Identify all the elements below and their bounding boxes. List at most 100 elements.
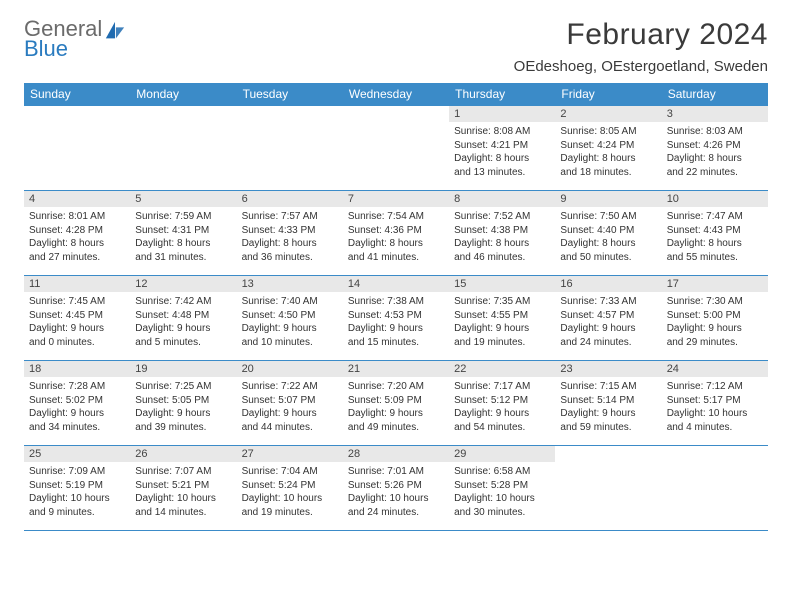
detail-line: Sunset: 5:14 PM bbox=[560, 394, 656, 408]
detail-line: Sunset: 5:24 PM bbox=[242, 479, 338, 493]
detail-line: Sunset: 5:02 PM bbox=[29, 394, 125, 408]
day-details: Sunrise: 7:25 AMSunset: 5:05 PMDaylight:… bbox=[130, 377, 236, 438]
day-details: Sunrise: 7:30 AMSunset: 5:00 PMDaylight:… bbox=[662, 292, 768, 353]
detail-line: Sunrise: 7:30 AM bbox=[667, 295, 763, 309]
page-header: General Blue February 2024 OEdeshoeg, OE… bbox=[24, 18, 768, 75]
day-number: 11 bbox=[24, 276, 130, 292]
day-cell: 27Sunrise: 7:04 AMSunset: 5:24 PMDayligh… bbox=[237, 446, 343, 530]
day-cell: 8Sunrise: 7:52 AMSunset: 4:38 PMDaylight… bbox=[449, 191, 555, 275]
day-number bbox=[662, 446, 768, 450]
detail-line: and 15 minutes. bbox=[348, 336, 444, 350]
detail-line: Sunrise: 7:07 AM bbox=[135, 465, 231, 479]
day-cell bbox=[555, 446, 661, 530]
detail-line: Daylight: 8 hours bbox=[667, 152, 763, 166]
detail-line: Sunrise: 7:04 AM bbox=[242, 465, 338, 479]
day-number: 4 bbox=[24, 191, 130, 207]
detail-line: Daylight: 9 hours bbox=[667, 322, 763, 336]
detail-line: Sunrise: 8:03 AM bbox=[667, 125, 763, 139]
detail-line: Sunset: 4:38 PM bbox=[454, 224, 550, 238]
day-cell: 7Sunrise: 7:54 AMSunset: 4:36 PMDaylight… bbox=[343, 191, 449, 275]
detail-line: and 54 minutes. bbox=[454, 421, 550, 435]
day-number: 9 bbox=[555, 191, 661, 207]
day-details: Sunrise: 7:22 AMSunset: 5:07 PMDaylight:… bbox=[237, 377, 343, 438]
detail-line: Sunset: 5:28 PM bbox=[454, 479, 550, 493]
detail-line: Sunrise: 7:12 AM bbox=[667, 380, 763, 394]
detail-line: and 10 minutes. bbox=[242, 336, 338, 350]
weeks-container: 1Sunrise: 8:08 AMSunset: 4:21 PMDaylight… bbox=[24, 105, 768, 531]
detail-line: Sunset: 4:48 PM bbox=[135, 309, 231, 323]
day-number: 8 bbox=[449, 191, 555, 207]
day-number: 29 bbox=[449, 446, 555, 462]
detail-line: Sunset: 4:21 PM bbox=[454, 139, 550, 153]
day-number bbox=[555, 446, 661, 450]
day-details: Sunrise: 8:08 AMSunset: 4:21 PMDaylight:… bbox=[449, 122, 555, 183]
day-details: Sunrise: 7:57 AMSunset: 4:33 PMDaylight:… bbox=[237, 207, 343, 268]
day-details: Sunrise: 7:20 AMSunset: 5:09 PMDaylight:… bbox=[343, 377, 449, 438]
detail-line: Sunset: 5:21 PM bbox=[135, 479, 231, 493]
day-details: Sunrise: 7:07 AMSunset: 5:21 PMDaylight:… bbox=[130, 462, 236, 523]
detail-line: Sunset: 5:07 PM bbox=[242, 394, 338, 408]
day-cell: 19Sunrise: 7:25 AMSunset: 5:05 PMDayligh… bbox=[130, 361, 236, 445]
day-number bbox=[343, 106, 449, 110]
detail-line: Sunset: 5:19 PM bbox=[29, 479, 125, 493]
detail-line: Sunrise: 7:47 AM bbox=[667, 210, 763, 224]
day-details: Sunrise: 8:01 AMSunset: 4:28 PMDaylight:… bbox=[24, 207, 130, 268]
detail-line: Sunrise: 8:05 AM bbox=[560, 125, 656, 139]
day-details: Sunrise: 7:28 AMSunset: 5:02 PMDaylight:… bbox=[24, 377, 130, 438]
detail-line: Sunrise: 7:45 AM bbox=[29, 295, 125, 309]
day-details: Sunrise: 6:58 AMSunset: 5:28 PMDaylight:… bbox=[449, 462, 555, 523]
day-cell: 15Sunrise: 7:35 AMSunset: 4:55 PMDayligh… bbox=[449, 276, 555, 360]
detail-line: Daylight: 10 hours bbox=[29, 492, 125, 506]
detail-line: Sunset: 4:33 PM bbox=[242, 224, 338, 238]
detail-line: Sunrise: 7:50 AM bbox=[560, 210, 656, 224]
day-details: Sunrise: 7:45 AMSunset: 4:45 PMDaylight:… bbox=[24, 292, 130, 353]
dow-saturday: Saturday bbox=[662, 83, 768, 105]
day-cell: 24Sunrise: 7:12 AMSunset: 5:17 PMDayligh… bbox=[662, 361, 768, 445]
detail-line: Sunset: 5:17 PM bbox=[667, 394, 763, 408]
brand-line2: Blue bbox=[24, 38, 102, 60]
detail-line: and 22 minutes. bbox=[667, 166, 763, 180]
detail-line: Daylight: 8 hours bbox=[348, 237, 444, 251]
location-text: OEdeshoeg, OEstergoetland, Sweden bbox=[514, 58, 768, 75]
day-details: Sunrise: 7:17 AMSunset: 5:12 PMDaylight:… bbox=[449, 377, 555, 438]
day-number: 15 bbox=[449, 276, 555, 292]
detail-line: Sunset: 5:05 PM bbox=[135, 394, 231, 408]
detail-line: Sunset: 4:36 PM bbox=[348, 224, 444, 238]
day-number bbox=[24, 106, 130, 110]
detail-line: Sunrise: 7:28 AM bbox=[29, 380, 125, 394]
detail-line: Sunset: 4:57 PM bbox=[560, 309, 656, 323]
dow-friday: Friday bbox=[555, 83, 661, 105]
day-details: Sunrise: 7:35 AMSunset: 4:55 PMDaylight:… bbox=[449, 292, 555, 353]
detail-line: Sunrise: 7:54 AM bbox=[348, 210, 444, 224]
detail-line: Daylight: 10 hours bbox=[242, 492, 338, 506]
detail-line: Sunrise: 8:08 AM bbox=[454, 125, 550, 139]
detail-line: Sunrise: 7:52 AM bbox=[454, 210, 550, 224]
day-cell: 20Sunrise: 7:22 AMSunset: 5:07 PMDayligh… bbox=[237, 361, 343, 445]
detail-line: Daylight: 9 hours bbox=[29, 322, 125, 336]
detail-line: Daylight: 9 hours bbox=[348, 407, 444, 421]
day-details: Sunrise: 7:59 AMSunset: 4:31 PMDaylight:… bbox=[130, 207, 236, 268]
detail-line: Sunset: 4:53 PM bbox=[348, 309, 444, 323]
detail-line: Daylight: 8 hours bbox=[560, 237, 656, 251]
week-row: 25Sunrise: 7:09 AMSunset: 5:19 PMDayligh… bbox=[24, 445, 768, 531]
day-cell: 25Sunrise: 7:09 AMSunset: 5:19 PMDayligh… bbox=[24, 446, 130, 530]
day-cell: 29Sunrise: 6:58 AMSunset: 5:28 PMDayligh… bbox=[449, 446, 555, 530]
day-cell: 28Sunrise: 7:01 AMSunset: 5:26 PMDayligh… bbox=[343, 446, 449, 530]
detail-line: and 24 minutes. bbox=[560, 336, 656, 350]
detail-line: Sunset: 4:43 PM bbox=[667, 224, 763, 238]
day-details: Sunrise: 7:47 AMSunset: 4:43 PMDaylight:… bbox=[662, 207, 768, 268]
detail-line: Daylight: 8 hours bbox=[560, 152, 656, 166]
detail-line: and 5 minutes. bbox=[135, 336, 231, 350]
detail-line: and 9 minutes. bbox=[29, 506, 125, 520]
detail-line: and 49 minutes. bbox=[348, 421, 444, 435]
detail-line: Sunset: 4:31 PM bbox=[135, 224, 231, 238]
detail-line: Sunrise: 7:42 AM bbox=[135, 295, 231, 309]
day-cell: 12Sunrise: 7:42 AMSunset: 4:48 PMDayligh… bbox=[130, 276, 236, 360]
detail-line: Daylight: 9 hours bbox=[29, 407, 125, 421]
day-number bbox=[130, 106, 236, 110]
detail-line: and 19 minutes. bbox=[454, 336, 550, 350]
day-number: 16 bbox=[555, 276, 661, 292]
day-cell: 22Sunrise: 7:17 AMSunset: 5:12 PMDayligh… bbox=[449, 361, 555, 445]
day-number: 12 bbox=[130, 276, 236, 292]
detail-line: Sunrise: 7:22 AM bbox=[242, 380, 338, 394]
